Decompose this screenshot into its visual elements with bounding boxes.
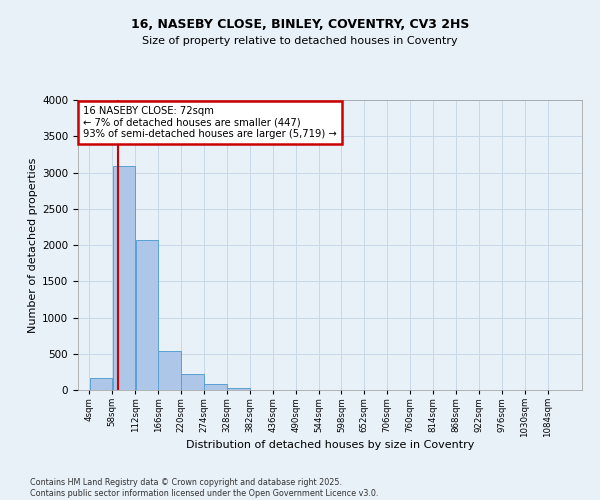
Bar — [204, 384, 227, 390]
Y-axis label: Number of detached properties: Number of detached properties — [28, 158, 38, 332]
Text: Size of property relative to detached houses in Coventry: Size of property relative to detached ho… — [142, 36, 458, 46]
Bar — [113, 166, 135, 390]
Bar — [89, 378, 112, 390]
Bar — [227, 388, 250, 390]
X-axis label: Distribution of detached houses by size in Coventry: Distribution of detached houses by size … — [186, 440, 474, 450]
Text: 16 NASEBY CLOSE: 72sqm
← 7% of detached houses are smaller (447)
93% of semi-det: 16 NASEBY CLOSE: 72sqm ← 7% of detached … — [83, 106, 337, 139]
Bar — [181, 374, 204, 390]
Text: 16, NASEBY CLOSE, BINLEY, COVENTRY, CV3 2HS: 16, NASEBY CLOSE, BINLEY, COVENTRY, CV3 … — [131, 18, 469, 30]
Bar — [158, 351, 181, 390]
Text: Contains HM Land Registry data © Crown copyright and database right 2025.
Contai: Contains HM Land Registry data © Crown c… — [30, 478, 379, 498]
Bar — [136, 240, 158, 390]
